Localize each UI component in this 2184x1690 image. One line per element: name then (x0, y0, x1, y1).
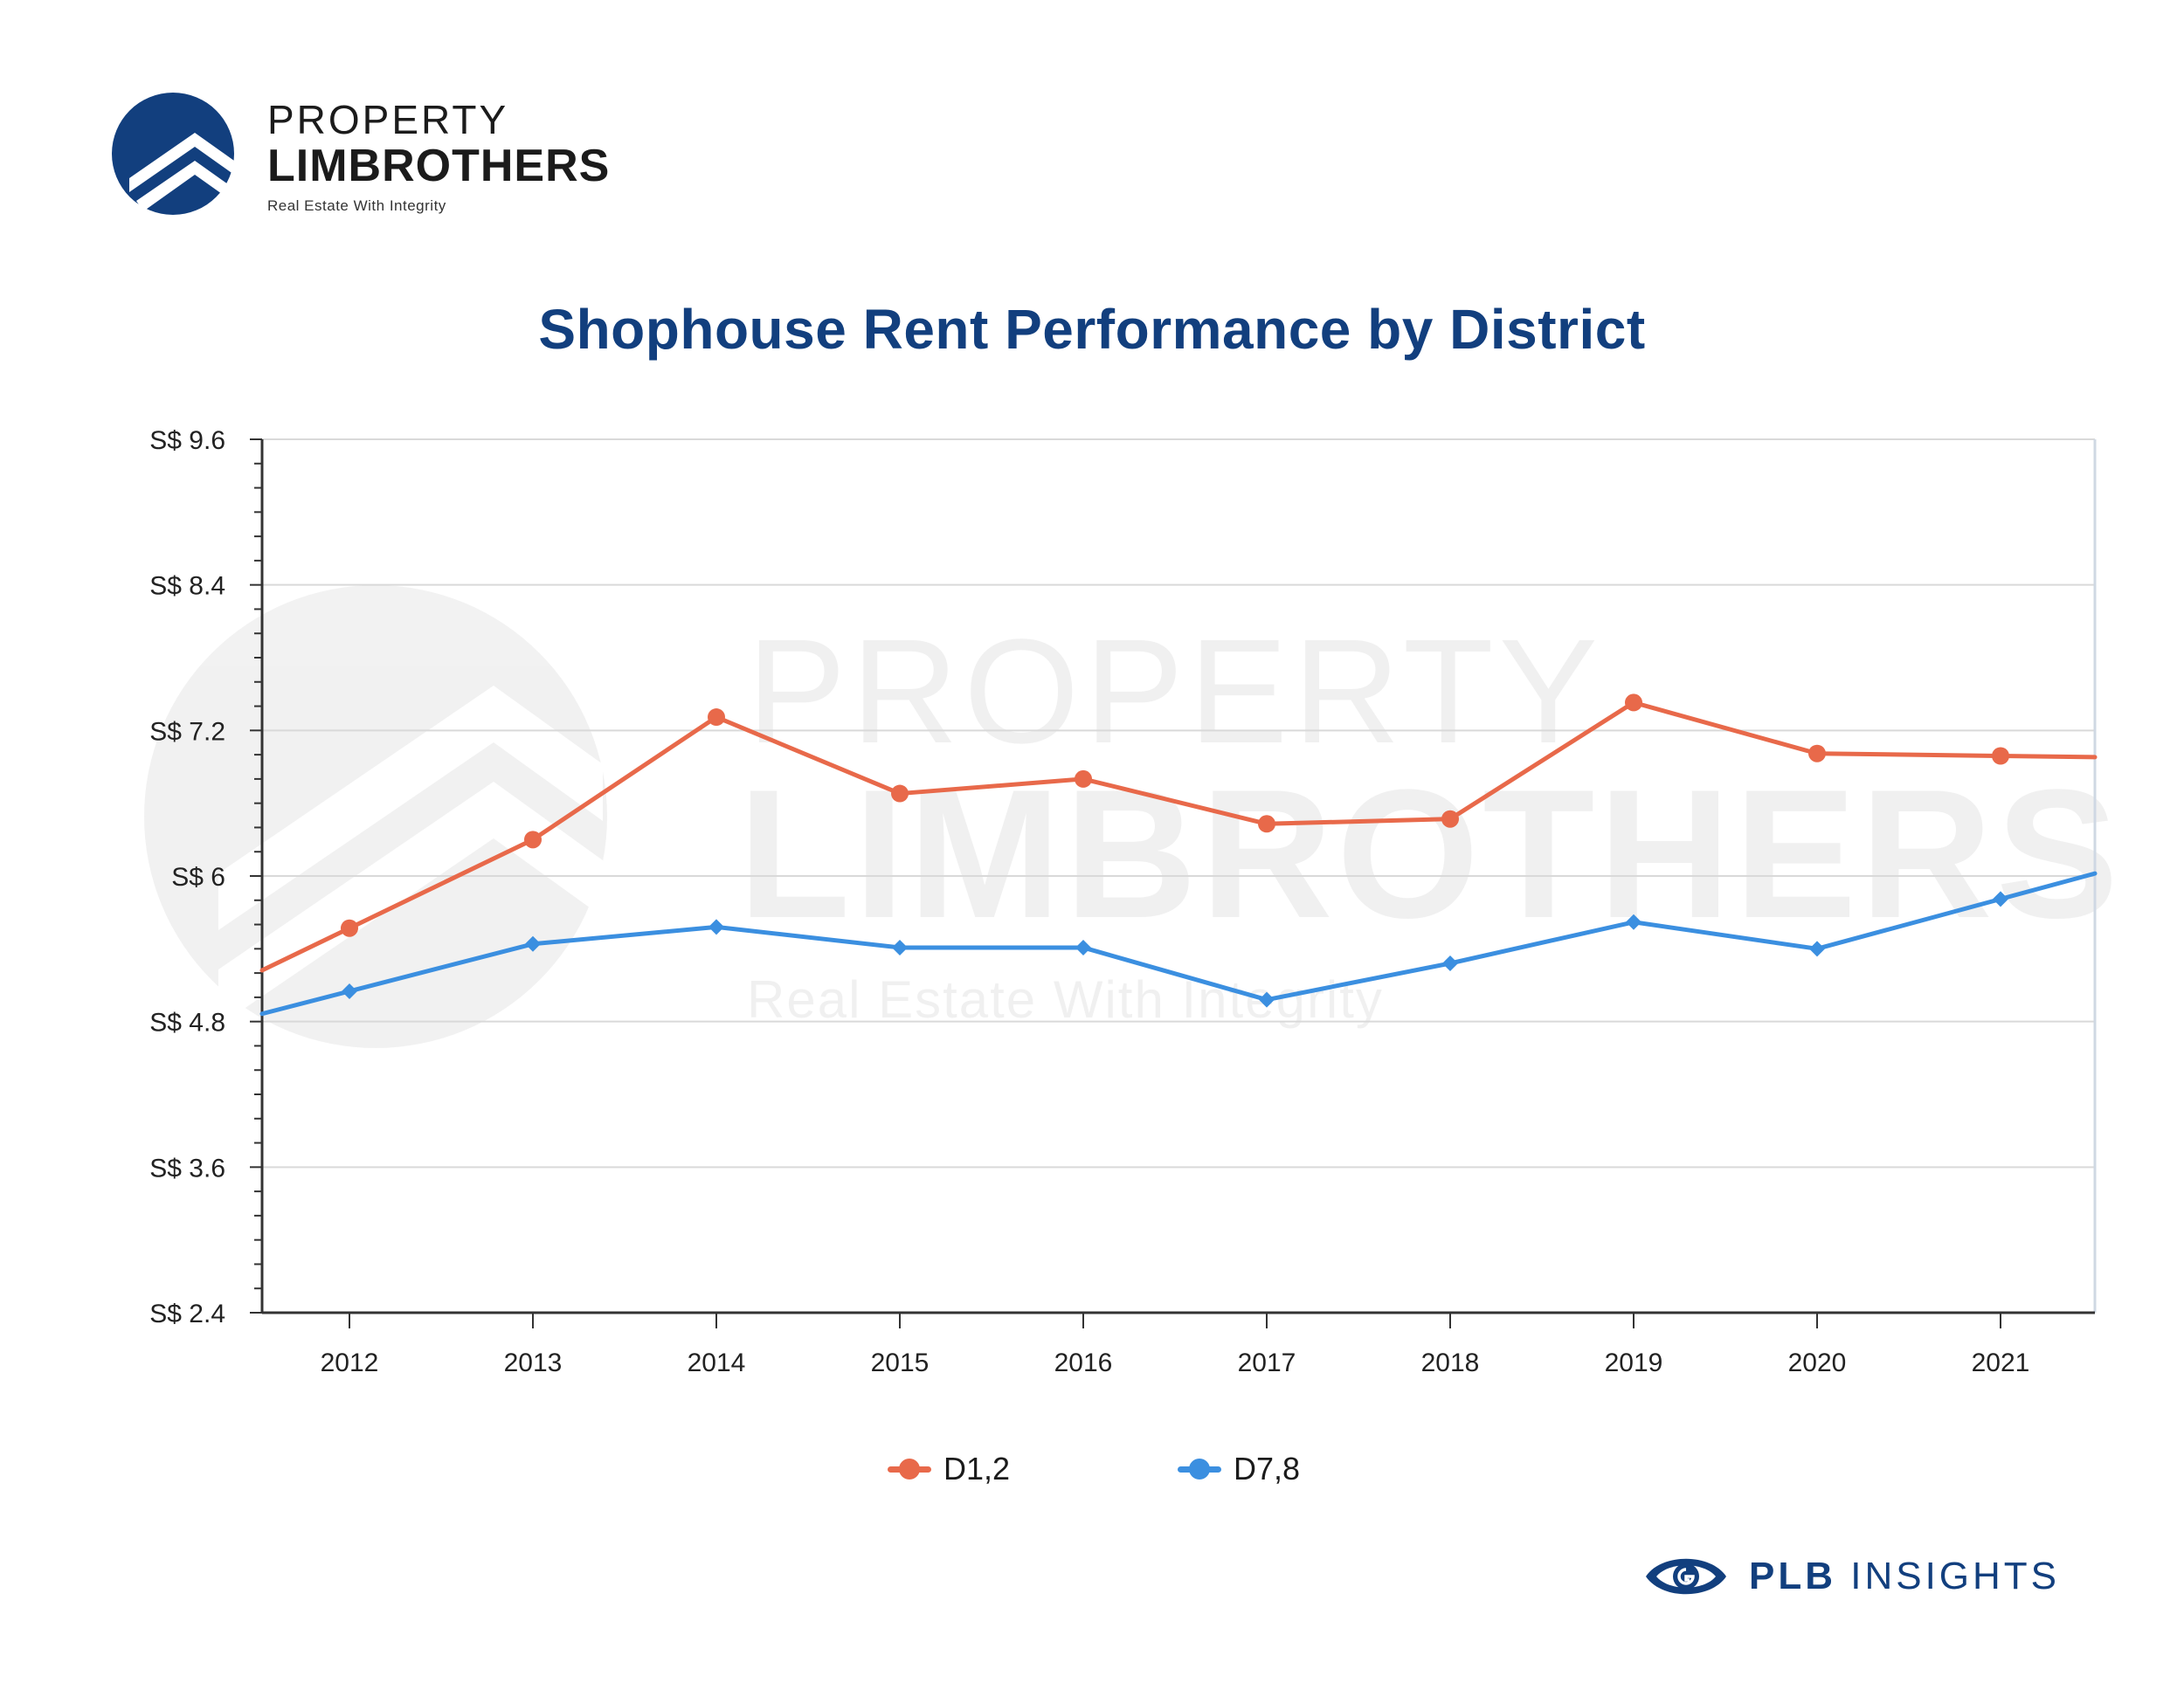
data-point-d78 (1442, 955, 1458, 971)
series (259, 693, 2098, 1017)
brand-name-line1: PROPERTY (267, 97, 509, 142)
x-tick-label: 2020 (1788, 1349, 1847, 1377)
series-line-d12 (259, 700, 2098, 973)
data-point-d78 (525, 935, 541, 952)
y-tick-label: S$ 6 (171, 863, 225, 892)
series-line-d78 (259, 871, 2098, 1017)
plb-insights-text: PLB INSIGHTS (1749, 1555, 2060, 1598)
y-tick-label: S$ 7.2 (149, 717, 225, 746)
brand-logo: PROPERTY LIMBROTHERS Real Estate With In… (112, 93, 653, 215)
x-tick-label: 2015 (871, 1349, 930, 1377)
brand-mark-icon (112, 93, 234, 215)
data-point-d78 (342, 983, 357, 999)
plb-insights-rest: INSIGHTS (1836, 1555, 2061, 1597)
watermark-line3: Real Estate With Integrity (747, 970, 1384, 1029)
brand-name-line2: LIMBROTHERS (267, 141, 611, 191)
y-tick-label: S$ 8.4 (149, 572, 225, 601)
data-point-d12 (891, 784, 909, 803)
x-tick-label: 2014 (688, 1349, 746, 1377)
x-tick-label: 2016 (1054, 1349, 1113, 1377)
eye-icon (1646, 1558, 1726, 1595)
plb-insights-logo: PLB INSIGHTS (1642, 1546, 2060, 1607)
data-point-d12 (708, 708, 725, 727)
data-point-d78 (708, 919, 724, 935)
x-tick-label: 2019 (1605, 1349, 1663, 1377)
axes: S$ 2.4 S$ 3.6 S$ 4.8 S$ 6 S$ 7.2 S$ 8.4 S$ 9.6… (149, 426, 2097, 1377)
x-tick-label: 2017 (1238, 1349, 1296, 1377)
data-point-d78 (892, 939, 908, 955)
y-tick-label: S$ 4.8 (149, 1009, 225, 1038)
data-point-d12 (1808, 744, 1826, 762)
y-tick-label: S$ 9.6 (149, 426, 225, 455)
brand-text: PROPERTY LIMBROTHERS Real Estate With In… (267, 98, 610, 215)
legend-swatch-d78 (1178, 1456, 1221, 1482)
data-point-d12 (1075, 769, 1092, 788)
chart-title: Shophouse Rent Performance by District (538, 298, 1646, 361)
legend-item-d78: D7,8 (1178, 1443, 1300, 1495)
y-tick-label: S$ 2.4 (149, 1300, 225, 1328)
data-point-d12 (1258, 815, 1275, 833)
legend-swatch-d12 (888, 1456, 931, 1482)
data-point-d78 (1075, 939, 1091, 955)
x-tick-label: 2021 (1972, 1349, 2030, 1377)
data-point-d12 (341, 919, 358, 937)
x-tick-label: 2018 (1421, 1349, 1480, 1377)
legend-item-d12: D1,2 (888, 1443, 1010, 1495)
legend: D1,2 D7,8 (0, 1443, 2184, 1495)
x-tick-label: 2013 (504, 1349, 563, 1377)
data-point-d12 (1992, 747, 2009, 765)
watermark-line2: LIMBROTHERS (738, 751, 2122, 956)
plb-insights-bold: PLB (1749, 1555, 1836, 1597)
data-point-d78 (1809, 941, 1825, 957)
watermark-logo (144, 585, 607, 1048)
data-point-d78 (1626, 914, 1641, 930)
data-point-d12 (1441, 810, 1459, 828)
legend-label-d12: D1,2 (943, 1451, 1011, 1487)
brand-tagline: Real Estate With Integrity (267, 197, 446, 214)
data-point-d78 (1259, 991, 1275, 1008)
grid-lines (262, 438, 2095, 1169)
data-point-d78 (1993, 891, 2008, 907)
x-tick-label: 2012 (321, 1349, 379, 1377)
watermark-line1: PROPERTY (747, 609, 1603, 775)
y-tick-label: S$ 3.6 (149, 1154, 225, 1183)
data-point-d12 (524, 831, 542, 849)
data-point-d12 (1625, 693, 1642, 712)
legend-label-d78: D7,8 (1234, 1451, 1301, 1487)
